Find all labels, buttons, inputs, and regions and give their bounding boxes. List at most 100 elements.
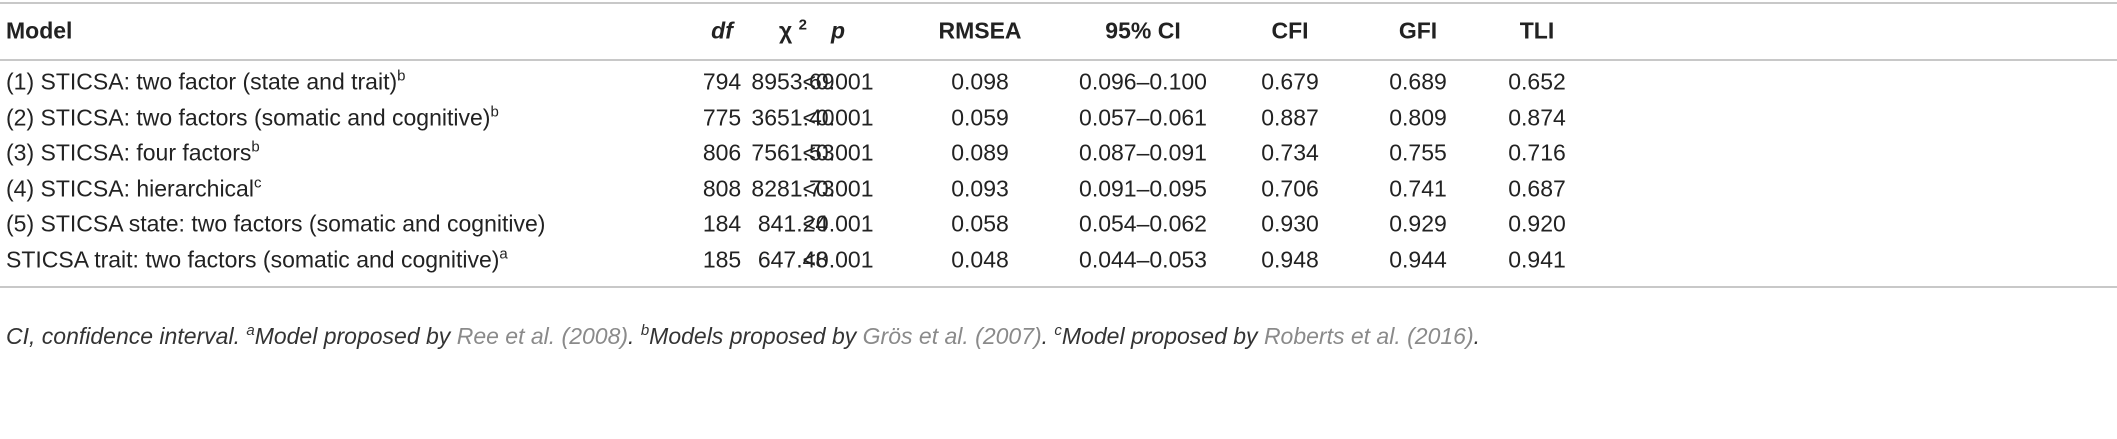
value-cell: 0.091–0.095 <box>1079 175 1207 202</box>
value-cell: 8281.73 <box>751 175 835 202</box>
value-cell: 0.057–0.061 <box>1079 104 1207 131</box>
value-cell: 7561.53 <box>751 139 835 166</box>
top-rule <box>0 2 2117 4</box>
column-header: p <box>830 17 846 44</box>
header-text: GFI <box>1398 17 1438 44</box>
value-cell: 0.874 <box>1508 104 1566 131</box>
value-cell: 8953.69 <box>751 68 835 95</box>
footnote-text: Models proposed by <box>649 323 863 349</box>
value-cell: 0.087–0.091 <box>1079 139 1207 166</box>
value-cell: 0.944 <box>1389 246 1447 273</box>
value-cell: 0.679 <box>1261 68 1319 95</box>
value-cell: 775 <box>702 104 742 131</box>
header-text: p <box>830 17 846 44</box>
value-cell: 0.755 <box>1389 139 1447 166</box>
value-cell: 0.941 <box>1508 246 1566 273</box>
value-cell: 3651.40 <box>751 104 835 131</box>
model-name: (3) STICSA: four factors <box>6 139 252 166</box>
value-cell: 0.929 <box>1389 210 1447 237</box>
value-cell: 184 <box>702 210 742 237</box>
value-cell: 0.058 <box>951 210 1009 237</box>
model-cell: (1) STICSA: two factor (state and trait)… <box>6 67 406 95</box>
header-rule <box>0 59 2117 61</box>
header-text: RMSEA <box>938 17 1022 44</box>
reference-link[interactable]: Grös et al. (2007) <box>862 323 1042 349</box>
column-header: TLI <box>1519 17 1555 44</box>
header-text: TLI <box>1519 17 1555 44</box>
value-cell: 0.689 <box>1389 68 1447 95</box>
column-header: GFI <box>1398 17 1438 44</box>
column-header: χ 2 <box>779 16 807 44</box>
footnote-superscript: c <box>1054 322 1062 339</box>
value-cell: <0.001 <box>802 175 874 202</box>
column-header: Model <box>6 17 73 44</box>
model-cell: STICSA trait: two factors (somatic and c… <box>6 245 508 273</box>
column-header: CFI <box>1271 17 1309 44</box>
model-superscript: b <box>251 138 260 156</box>
value-cell: 0.948 <box>1261 246 1319 273</box>
value-cell: 0.734 <box>1261 139 1319 166</box>
value-cell: 0.687 <box>1508 175 1566 202</box>
model-name: (1) STICSA: two factor (state and trait) <box>6 68 398 95</box>
value-cell: 0.920 <box>1508 210 1566 237</box>
header-text: 95% CI <box>1105 17 1181 44</box>
footnote-superscript: a <box>246 322 255 339</box>
value-cell: 0.809 <box>1389 104 1447 131</box>
value-cell: 0.652 <box>1508 68 1566 95</box>
model-cell: (3) STICSA: four factorsb <box>6 138 260 166</box>
header-text: χ <box>779 17 793 44</box>
value-cell: 0.930 <box>1261 210 1319 237</box>
value-cell: 808 <box>702 175 742 202</box>
model-name: STICSA trait: two factors (somatic and c… <box>6 246 500 273</box>
model-cell: (4) STICSA: hierarchicalc <box>6 174 262 202</box>
value-cell: 0.093 <box>951 175 1009 202</box>
value-cell: <0.001 <box>802 139 874 166</box>
value-cell: 0.048 <box>951 246 1009 273</box>
bottom-rule <box>0 286 2117 288</box>
footnote-superscript: b <box>640 322 650 339</box>
value-cell: 0.741 <box>1389 175 1447 202</box>
value-cell: 0.887 <box>1261 104 1319 131</box>
value-cell: 0.098 <box>951 68 1009 95</box>
footnote: CI, confidence interval. aModel proposed… <box>6 323 1480 350</box>
model-superscript: b <box>397 67 406 85</box>
model-superscript: b <box>490 103 499 121</box>
column-header: RMSEA <box>938 17 1022 44</box>
column-header: df <box>711 17 733 44</box>
value-cell: <0.001 <box>802 68 874 95</box>
value-cell: <0.001 <box>802 210 874 237</box>
value-cell: <0.001 <box>802 104 874 131</box>
value-cell: 0.716 <box>1508 139 1566 166</box>
value-cell: 647.48 <box>757 246 829 273</box>
value-cell: 0.054–0.062 <box>1079 210 1207 237</box>
value-cell: 185 <box>702 246 742 273</box>
value-cell: 841.24 <box>757 210 829 237</box>
value-cell: 0.089 <box>951 139 1009 166</box>
value-cell: 0.096–0.100 <box>1079 68 1207 95</box>
value-cell: 794 <box>702 68 742 95</box>
footnote-text: CI, confidence interval. <box>6 323 247 349</box>
model-cell: (2) STICSA: two factors (somatic and cog… <box>6 103 499 131</box>
header-text: CFI <box>1271 17 1309 44</box>
value-cell: 0.044–0.053 <box>1079 246 1207 273</box>
model-name: (4) STICSA: hierarchical <box>6 175 254 202</box>
model-name: (2) STICSA: two factors (somatic and cog… <box>6 104 491 131</box>
value-cell: 0.706 <box>1261 175 1319 202</box>
value-cell: <0.001 <box>802 246 874 273</box>
reference-link[interactable]: Roberts et al. (2016) <box>1263 323 1474 349</box>
model-superscript: a <box>499 245 508 263</box>
model-name: (5) STICSA state: two factors (somatic a… <box>6 210 546 237</box>
header-text: df <box>711 17 733 44</box>
header-superscript: 2 <box>798 16 807 34</box>
header-text: Model <box>6 17 73 44</box>
footnote-text: Model proposed by <box>1061 323 1264 349</box>
footnote-text: Model proposed by <box>254 323 457 349</box>
model-superscript: c <box>253 174 262 192</box>
footnote-text: . <box>628 323 641 349</box>
footnote-text: . <box>1041 323 1055 349</box>
reference-link[interactable]: Ree et al. (2008) <box>456 323 629 349</box>
footnote-text: . <box>1473 323 1480 349</box>
value-cell: 806 <box>702 139 742 166</box>
model-cell: (5) STICSA state: two factors (somatic a… <box>6 210 546 237</box>
